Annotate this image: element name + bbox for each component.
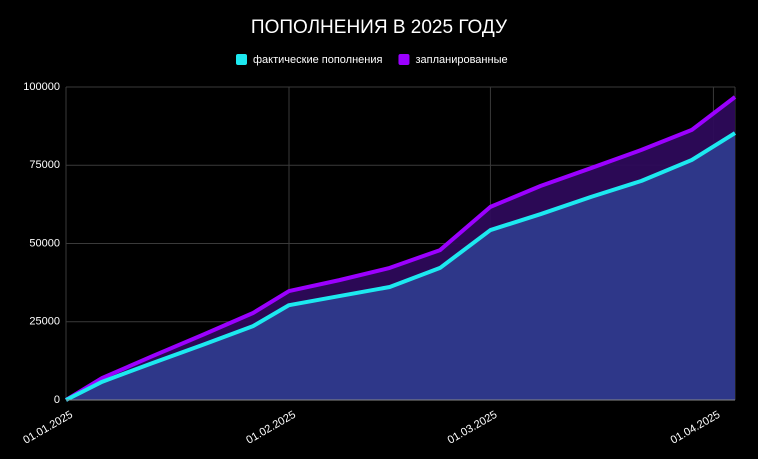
legend-label: фактические пополнения [253, 54, 383, 66]
y-tick-label: 0 [54, 394, 60, 406]
legend-label: запланированные [415, 54, 507, 66]
x-tick-label: 01.04.2025 [669, 409, 723, 447]
legend: фактические пополнения запланированные [236, 54, 508, 66]
legend-swatch [398, 54, 410, 65]
area-fill [66, 133, 735, 401]
y-tick-label: 100000 [23, 81, 60, 93]
series-line [65, 131, 737, 402]
y-tick-label: 50000 [29, 237, 60, 249]
y-tick-label: 75000 [29, 159, 60, 171]
legend-swatch [236, 54, 247, 65]
x-tick-label: 01.03.2025 [446, 409, 500, 447]
y-tick-label: 25000 [29, 316, 60, 328]
x-tick-label: 01.02.2025 [244, 409, 298, 447]
series-line [64, 95, 737, 402]
chart-title: ПОПОЛНЕНИЯ В 2025 ГОДУ [251, 17, 508, 38]
x-tick-label: 01.01.2025 [21, 409, 75, 447]
